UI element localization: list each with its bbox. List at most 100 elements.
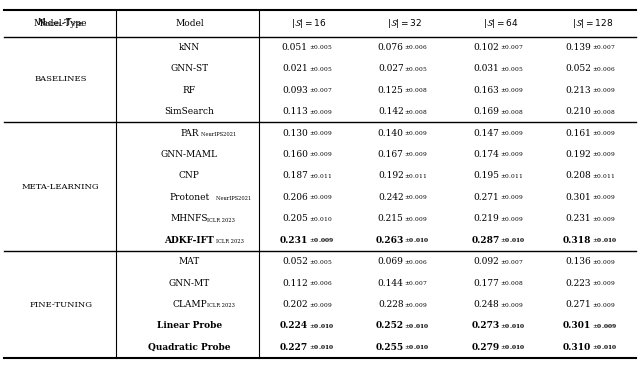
Text: $\pm$0.008: $\pm$0.008 (500, 108, 524, 116)
Text: 0.052: 0.052 (565, 64, 591, 73)
Text: 0.144: 0.144 (378, 279, 404, 288)
Text: $\pm$0.009: $\pm$0.009 (308, 108, 332, 116)
Text: ICLR 2023: ICLR 2023 (207, 218, 235, 223)
Text: $\pm$0.007: $\pm$0.007 (500, 43, 524, 51)
Text: $\pm$0.009: $\pm$0.009 (500, 151, 524, 158)
Text: $\pm$0.008: $\pm$0.008 (404, 108, 428, 116)
Text: $\pm$0.009: $\pm$0.009 (404, 151, 428, 158)
Text: 0.318: 0.318 (563, 236, 591, 245)
Text: 0.130: 0.130 (282, 128, 308, 138)
Text: 0.069: 0.069 (378, 257, 404, 266)
Text: 0.242: 0.242 (378, 193, 404, 202)
Text: $\pm$0.010: $\pm$0.010 (592, 236, 617, 244)
Text: GNN-MT: GNN-MT (169, 279, 210, 288)
Text: $|\mathcal{S}| = 32$: $|\mathcal{S}| = 32$ (387, 17, 422, 30)
Text: $\pm$0.009: $\pm$0.009 (500, 301, 524, 309)
Text: GNN-ST: GNN-ST (170, 64, 209, 73)
Text: 0.139: 0.139 (565, 43, 591, 52)
Text: 0.192: 0.192 (565, 150, 591, 159)
Text: ICLR 2023: ICLR 2023 (207, 303, 235, 309)
Text: $\pm$0.010: $\pm$0.010 (592, 344, 617, 351)
Text: $\pm$0.010: $\pm$0.010 (404, 236, 429, 244)
Text: 0.027: 0.027 (378, 64, 404, 73)
Text: PAR: PAR (180, 128, 198, 138)
Text: 0.163: 0.163 (474, 86, 499, 95)
Text: SimSearch: SimSearch (164, 107, 214, 116)
Text: $\pm$0.009: $\pm$0.009 (308, 236, 333, 244)
Text: BASELINES: BASELINES (35, 75, 87, 83)
Text: $\pm$0.010: $\pm$0.010 (500, 322, 525, 330)
Text: 0.271: 0.271 (474, 193, 499, 202)
Text: 0.271: 0.271 (565, 300, 591, 309)
Text: Model-Type: Model-Type (34, 19, 88, 28)
Text: $\mathrm{M}_{\mathrm{ODEL}}\text{-}\mathrm{T}_{\mathrm{YPE}}$: $\mathrm{M}_{\mathrm{ODEL}}\text{-}\math… (37, 17, 84, 29)
Text: kNN: kNN (179, 43, 200, 52)
Text: 0.136: 0.136 (565, 257, 591, 266)
Text: ICLR 2023: ICLR 2023 (216, 239, 243, 244)
Text: 0.093: 0.093 (282, 86, 308, 95)
Text: Quadratic Probe: Quadratic Probe (148, 343, 230, 352)
Text: $\pm$0.009: $\pm$0.009 (404, 129, 428, 137)
Text: $\pm$0.010: $\pm$0.010 (308, 344, 333, 351)
Text: 0.051: 0.051 (282, 43, 308, 52)
Text: 0.208: 0.208 (565, 171, 591, 180)
Text: 0.279: 0.279 (471, 343, 499, 352)
Text: 0.273: 0.273 (471, 321, 499, 331)
Text: 0.213: 0.213 (566, 86, 591, 95)
Text: 0.210: 0.210 (565, 107, 591, 116)
Text: $\pm$0.010: $\pm$0.010 (308, 322, 333, 330)
Text: FINE-TUNING: FINE-TUNING (29, 301, 92, 309)
Text: 0.177: 0.177 (474, 279, 499, 288)
Text: 0.228: 0.228 (378, 300, 404, 309)
Text: 0.224: 0.224 (280, 321, 308, 331)
Text: CLAMP: CLAMP (172, 300, 207, 309)
Text: 0.195: 0.195 (474, 171, 499, 180)
Text: 0.113: 0.113 (282, 107, 308, 116)
Text: $\pm$0.007: $\pm$0.007 (592, 43, 615, 51)
Text: $\pm$0.009: $\pm$0.009 (592, 129, 615, 137)
Text: $\pm$0.009: $\pm$0.009 (500, 215, 524, 223)
Text: 0.140: 0.140 (378, 128, 404, 138)
Text: 0.076: 0.076 (378, 43, 404, 52)
Text: 0.092: 0.092 (474, 257, 499, 266)
Text: $\pm$0.009: $\pm$0.009 (592, 151, 615, 158)
Text: MHNFS: MHNFS (171, 214, 208, 223)
Text: GNN-MAML: GNN-MAML (161, 150, 218, 159)
Text: $\pm$0.009: $\pm$0.009 (308, 151, 332, 158)
Text: 0.215: 0.215 (378, 214, 404, 223)
Text: Protonet: Protonet (169, 193, 209, 202)
Text: 0.255: 0.255 (376, 343, 404, 352)
Text: $\pm$0.009: $\pm$0.009 (592, 279, 615, 287)
Text: 0.231: 0.231 (280, 236, 308, 245)
Text: 0.301: 0.301 (563, 321, 591, 331)
Text: $\pm$0.010: $\pm$0.010 (500, 236, 525, 244)
Text: 0.169: 0.169 (474, 107, 499, 116)
Text: 0.174: 0.174 (474, 150, 499, 159)
Text: $\pm$0.009: $\pm$0.009 (592, 322, 617, 330)
Text: 0.052: 0.052 (282, 257, 308, 266)
Text: $\pm$0.007: $\pm$0.007 (308, 86, 332, 94)
Text: 0.231: 0.231 (566, 214, 591, 223)
Text: Model: Model (175, 19, 204, 28)
Text: $\pm$0.009: $\pm$0.009 (404, 193, 428, 201)
Text: 0.206: 0.206 (282, 193, 308, 202)
Text: $\pm$0.005: $\pm$0.005 (404, 65, 428, 73)
Text: 0.187: 0.187 (282, 171, 308, 180)
Text: 0.102: 0.102 (474, 43, 499, 52)
Text: $\pm$0.006: $\pm$0.006 (592, 65, 615, 73)
Text: 0.125: 0.125 (378, 86, 404, 95)
Text: N​eurIPS2021: N​eurIPS2021 (216, 196, 251, 201)
Text: Linear Probe: Linear Probe (157, 321, 222, 331)
Text: $\pm$0.007: $\pm$0.007 (500, 257, 524, 266)
Text: 0.192: 0.192 (378, 171, 404, 180)
Text: $\pm$0.005: $\pm$0.005 (500, 65, 524, 73)
Text: $\pm$0.009: $\pm$0.009 (592, 215, 615, 223)
Text: $|\mathcal{S}| = 16$: $|\mathcal{S}| = 16$ (291, 17, 327, 30)
Text: $\pm$0.009: $\pm$0.009 (404, 215, 428, 223)
Text: 0.310: 0.310 (563, 343, 591, 352)
Text: 0.161: 0.161 (565, 128, 591, 138)
Text: $\pm$0.009: $\pm$0.009 (404, 301, 428, 309)
Text: $\pm$0.006: $\pm$0.006 (404, 43, 428, 51)
Text: $\pm$0.009: $\pm$0.009 (308, 301, 332, 309)
Text: $\pm$0.009: $\pm$0.009 (592, 193, 615, 201)
